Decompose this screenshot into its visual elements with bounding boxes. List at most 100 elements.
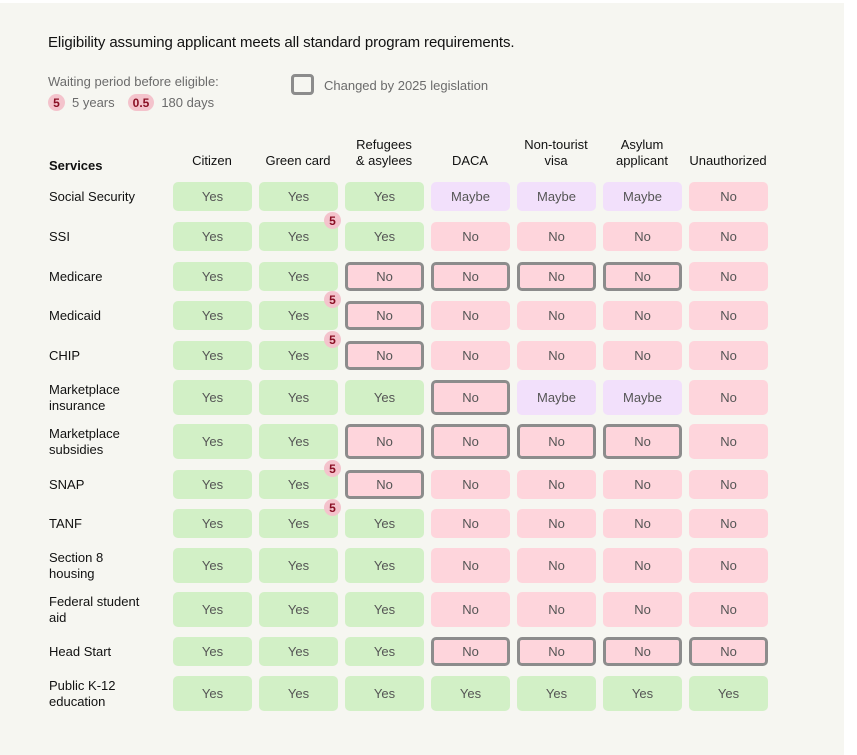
eligibility-cell-asylum-applicant: No [603, 222, 682, 251]
eligibility-value: No [634, 477, 651, 492]
legend-changed-swatch [291, 74, 314, 95]
eligibility-value: No [634, 558, 651, 573]
service-label: SSI [49, 228, 70, 244]
eligibility-cell-green-card: Yes 5 [259, 499, 341, 538]
eligibility-cell-asylum-applicant: Yes [603, 676, 682, 711]
service-label: Medicaid [49, 307, 102, 323]
eligibility-value: No [462, 644, 479, 659]
eligibility-value: No [548, 516, 565, 531]
legend-waiting-label: Waiting period before eligible: [48, 74, 219, 89]
service-label: Social Security [49, 188, 135, 204]
eligibility-value: Yes [287, 516, 310, 531]
eligibility-value: Yes [201, 189, 224, 204]
eligibility-value: Yes [287, 308, 310, 323]
eligibility-cell-unauthorized: No [689, 592, 768, 627]
eligibility-value: Yes [201, 390, 224, 405]
eligibility-cell-citizen: Yes [173, 301, 252, 330]
eligibility-value: No [548, 308, 565, 323]
eligibility-value: No [720, 602, 737, 617]
eligibility-cell-citizen: Yes [173, 509, 252, 538]
service-label: SNAP [49, 476, 85, 492]
eligibility-value: Maybe [450, 189, 491, 204]
eligibility-value: No [720, 348, 737, 363]
service-label: TANF [49, 515, 82, 531]
service-label: Medicare [49, 268, 103, 284]
eligibility-value: No [548, 229, 565, 244]
eligibility-cell-refugees-asylees: No [345, 470, 424, 499]
eligibility-cell-non-tourist-visa: No [517, 548, 596, 583]
service-label: CHIP [49, 347, 81, 363]
eligibility-cell-unauthorized: No [689, 380, 768, 415]
service-label: Marketplace insurance [49, 381, 120, 413]
eligibility-value: Yes [717, 686, 740, 701]
eligibility-cell-unauthorized: No [689, 509, 768, 538]
eligibility-cell-asylum-applicant: No [603, 592, 682, 627]
column-header-unauthorized: Unauthorized [689, 153, 767, 168]
eligibility-cell-asylum-applicant: No [603, 262, 682, 291]
service-label: Marketplace subsidies [49, 425, 120, 457]
eligibility-cell-green-card: Yes [259, 380, 338, 415]
eligibility-cell-refugees-asylees: Yes [345, 592, 424, 627]
eligibility-value: No [548, 602, 565, 617]
eligibility-cell-green-card: Yes [259, 548, 338, 583]
eligibility-cell-asylum-applicant: No [603, 301, 682, 330]
waiting-period-badge: 5 [324, 460, 341, 477]
eligibility-cell-refugees-asylees: No [345, 341, 424, 370]
eligibility-cell-daca: No [431, 548, 510, 583]
service-label: Federal student aid [49, 593, 140, 625]
eligibility-cell-daca: No [431, 637, 510, 666]
eligibility-value: Yes [201, 558, 224, 573]
eligibility-cell-green-card: Yes 5 [259, 291, 341, 330]
eligibility-cell-asylum-applicant: No [603, 509, 682, 538]
waiting-period-badge: 5 [324, 499, 341, 516]
eligibility-value: Maybe [536, 390, 577, 405]
eligibility-value: Yes [459, 686, 482, 701]
services-column-header: Services [49, 158, 103, 173]
legend-badge-180-days: 0.5 [127, 94, 155, 111]
column-header-non-tourist-visa: Non-tourist visa [524, 137, 588, 168]
eligibility-cell-unauthorized: No [689, 548, 768, 583]
eligibility-value: No [548, 434, 565, 449]
eligibility-cell-refugees-asylees: Yes [345, 509, 424, 538]
eligibility-cell-green-card: Yes [259, 676, 338, 711]
eligibility-value: No [720, 189, 737, 204]
eligibility-value: No [548, 644, 565, 659]
eligibility-value: No [462, 558, 479, 573]
eligibility-value: No [376, 477, 393, 492]
legend-label-180-days: 180 days [161, 95, 215, 110]
eligibility-cell-daca: Maybe [431, 182, 510, 211]
eligibility-cell-daca: No [431, 341, 510, 370]
eligibility-value: Yes [201, 229, 224, 244]
eligibility-cell-citizen: Yes [173, 637, 252, 666]
eligibility-value: Yes [631, 686, 654, 701]
eligibility-cell-non-tourist-visa: Yes [517, 676, 596, 711]
waiting-period-badge: 5 [324, 291, 341, 308]
eligibility-cell-asylum-applicant: No [603, 470, 682, 499]
eligibility-value: Yes [201, 686, 224, 701]
eligibility-cell-daca: No [431, 301, 510, 330]
eligibility-value: Yes [287, 644, 310, 659]
eligibility-cell-asylum-applicant: No [603, 341, 682, 370]
eligibility-cell-non-tourist-visa: No [517, 341, 596, 370]
eligibility-value: No [634, 644, 651, 659]
eligibility-cell-citizen: Yes [173, 380, 252, 415]
eligibility-cell-asylum-applicant: No [603, 548, 682, 583]
eligibility-cell-non-tourist-visa: No [517, 592, 596, 627]
eligibility-value: Yes [287, 434, 310, 449]
eligibility-cell-non-tourist-visa: No [517, 637, 596, 666]
eligibility-value: Maybe [622, 189, 663, 204]
eligibility-value: No [548, 269, 565, 284]
eligibility-value: No [462, 434, 479, 449]
eligibility-value: Yes [373, 558, 396, 573]
eligibility-cell-green-card: Yes [259, 424, 338, 459]
eligibility-panel: Eligibility assuming applicant meets all… [0, 3, 844, 755]
eligibility-cell-green-card: Yes 5 [259, 212, 341, 251]
eligibility-cell-unauthorized: No [689, 424, 768, 459]
eligibility-cell-daca: Yes [431, 676, 510, 711]
eligibility-value: Yes [287, 229, 310, 244]
eligibility-value: No [634, 602, 651, 617]
eligibility-cell-non-tourist-visa: Maybe [517, 182, 596, 211]
eligibility-value: No [634, 434, 651, 449]
eligibility-cell-citizen: Yes [173, 424, 252, 459]
eligibility-value: No [548, 348, 565, 363]
